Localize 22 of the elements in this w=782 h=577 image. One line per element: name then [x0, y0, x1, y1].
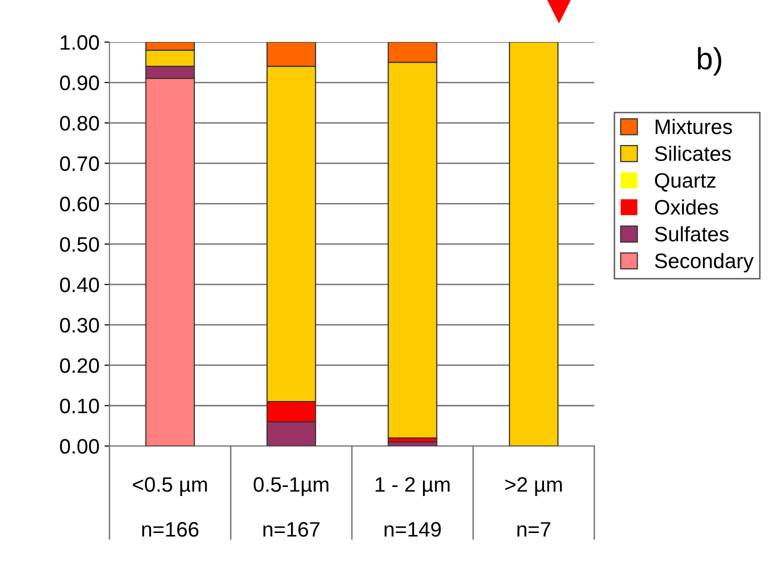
y-tick-label: 0.30: [60, 318, 99, 333]
y-tick-label: 0.50: [60, 237, 99, 252]
category-label: <0.5 µm n=166: [132, 477, 207, 537]
y-tick-label: 0.70: [60, 156, 99, 172]
legend-label: Oxides: [655, 199, 718, 215]
legend-label: Quartz: [655, 173, 716, 192]
category-label: >2 µm n=7: [505, 477, 562, 537]
y-tick-label: 0.10: [60, 398, 99, 414]
y-tick-label: 0.00: [60, 439, 99, 454]
y-tick-label: 0.20: [60, 358, 99, 373]
legend-label: Mixtures: [656, 118, 732, 134]
legend-label: Silicates: [654, 146, 731, 162]
category-label: 0.5-1µm n=167: [254, 477, 328, 537]
y-tick-label: 0.40: [60, 277, 99, 292]
category-label: 1 - 2 µm n=149: [376, 477, 450, 537]
y-tick-label: 1.00: [60, 35, 99, 50]
y-tick-label: 0.80: [60, 116, 99, 131]
y-tick-label: 0.90: [60, 76, 99, 90]
legend-label: Sulfates: [654, 226, 729, 242]
text: b): [698, 47, 722, 76]
legend-label: Secondary: [654, 253, 754, 272]
y-tick-label: 0.60: [60, 196, 99, 212]
